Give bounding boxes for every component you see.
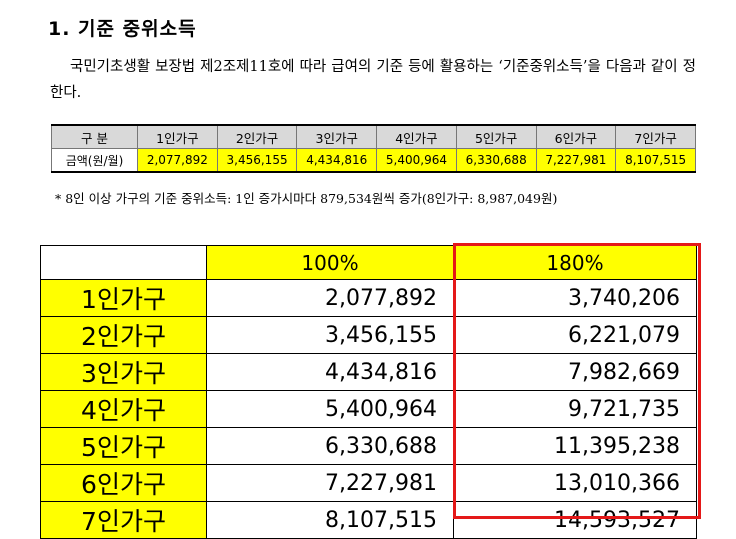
table-row: 2인가구 3,456,155 6,221,079 <box>40 316 697 354</box>
value-180: 14,593,527 <box>453 501 697 539</box>
table1-header-7: 7인가구 <box>615 124 696 149</box>
footnote: * 8인 이상 가구의 기준 중위소득: 1인 증가시마다 879,534원씩 … <box>55 191 558 206</box>
value-180: 6,221,079 <box>453 316 697 354</box>
table1-value-5: 6,330,688 <box>455 148 537 173</box>
value-180: 3,740,206 <box>453 279 697 317</box>
row-label: 2인가구 <box>40 316 207 354</box>
table1-header-4: 4인가구 <box>376 124 457 149</box>
table2-header-row: 100% 180% <box>40 245 697 280</box>
row-label: 7인가구 <box>40 501 207 539</box>
comparison-table: 100% 180% 1인가구 2,077,892 3,740,206 2인가구 … <box>40 245 697 539</box>
value-100: 5,400,964 <box>206 390 454 428</box>
value-100: 4,434,816 <box>206 353 454 391</box>
row-label: 1인가구 <box>40 279 207 317</box>
value-180: 11,395,238 <box>453 427 697 465</box>
table1-value-1: 2,077,892 <box>137 148 218 173</box>
table1-value-2: 3,456,155 <box>216 148 298 173</box>
value-100: 6,330,688 <box>206 427 454 465</box>
table-row: 4인가구 5,400,964 9,721,735 <box>40 390 697 428</box>
median-income-table: 구 분 1인가구 2인가구 3인가구 4인가구 5인가구 6인가구 7인가구 금… <box>51 124 696 173</box>
table1-header-3: 3인가구 <box>296 124 378 149</box>
table2-header-180: 180% <box>453 245 697 280</box>
row-label: 5인가구 <box>40 427 207 465</box>
value-180: 7,982,669 <box>453 353 697 391</box>
value-180: 13,010,366 <box>453 464 697 502</box>
table1-header-2: 2인가구 <box>216 124 298 149</box>
table-row: 1인가구 2,077,892 3,740,206 <box>40 279 697 317</box>
table1-value-3: 4,434,816 <box>296 148 378 173</box>
table-row: 7인가구 8,107,515 14,593,527 <box>40 501 697 539</box>
table1-header-5: 5인가구 <box>455 124 537 149</box>
table-row: 3인가구 4,434,816 7,982,669 <box>40 353 697 391</box>
value-100: 2,077,892 <box>206 279 454 317</box>
row-label: 6인가구 <box>40 464 207 502</box>
table1-value-6: 7,227,981 <box>535 148 617 173</box>
value-100: 7,227,981 <box>206 464 454 502</box>
table1-header-6: 6인가구 <box>535 124 617 149</box>
table1-header-row: 구 분 1인가구 2인가구 3인가구 4인가구 5인가구 6인가구 7인가구 <box>51 124 696 149</box>
table2-corner-cell <box>40 245 207 280</box>
table1-amount-row: 금액(원/월) 2,077,892 3,456,155 4,434,816 5,… <box>51 148 696 173</box>
table-row: 5인가구 6,330,688 11,395,238 <box>40 427 697 465</box>
row-label: 4인가구 <box>40 390 207 428</box>
table2-header-100: 100% <box>206 245 454 280</box>
value-100: 3,456,155 <box>206 316 454 354</box>
table1-value-4: 5,400,964 <box>376 148 457 173</box>
table1-header-1: 1인가구 <box>137 124 218 149</box>
row-label: 3인가구 <box>40 353 207 391</box>
table1-row-label: 금액(원/월) <box>51 148 138 173</box>
table-row: 6인가구 7,227,981 13,010,366 <box>40 464 697 502</box>
section-title: 1. 기준 중위소득 <box>48 18 197 40</box>
table1-corner-cell: 구 분 <box>51 124 138 149</box>
value-100: 8,107,515 <box>206 501 454 539</box>
intro-paragraph: 국민기초생활 보장법 제2조제11호에 따라 급여의 기준 등에 활용하는 ‘기… <box>50 59 696 101</box>
table1-value-7: 8,107,515 <box>615 148 696 173</box>
value-180: 9,721,735 <box>453 390 697 428</box>
